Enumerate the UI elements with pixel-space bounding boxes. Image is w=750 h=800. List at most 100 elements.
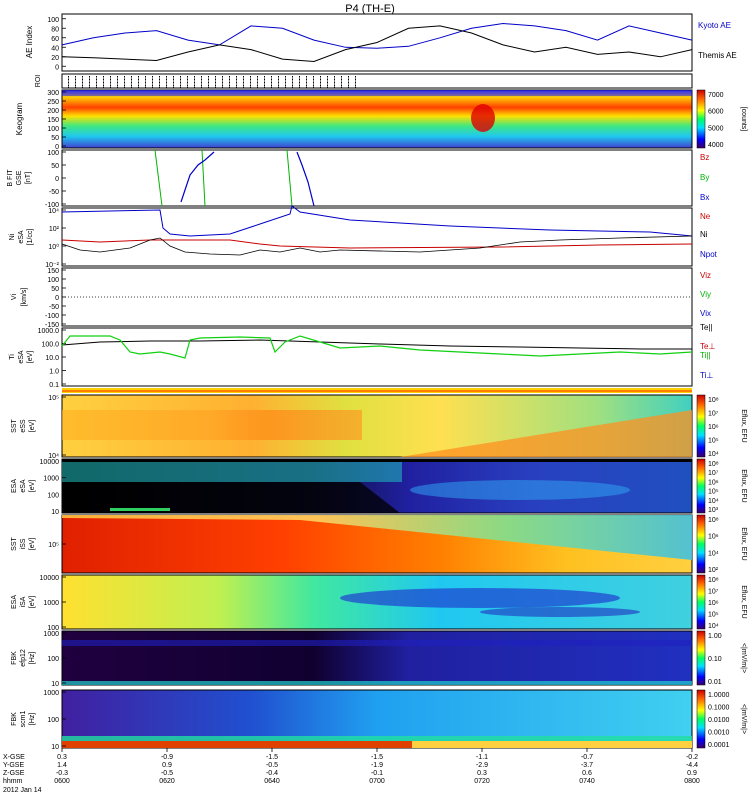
roi-dot	[180, 82, 181, 83]
roi-dot	[264, 86, 265, 88]
roi-dot	[271, 79, 272, 80]
roi-dot	[264, 83, 265, 85]
roi-dot	[131, 86, 132, 88]
x-tick-label: 0600	[54, 778, 70, 785]
roi-dot	[159, 80, 160, 82]
esa-e-colorbar-tick-label: 10⁷	[708, 470, 719, 477]
roi-dot	[236, 83, 237, 85]
roi-dot	[159, 85, 160, 86]
roi-dot	[152, 77, 153, 79]
roi-dot	[355, 80, 356, 82]
roi-dot	[348, 80, 349, 82]
roi-dot	[82, 82, 83, 83]
esa-i-cb-label: Eflux, EFU	[740, 585, 747, 618]
roi-dot	[89, 86, 90, 88]
keogram-tick-label: 150	[47, 117, 59, 124]
roi-dot	[138, 76, 139, 77]
esa-i-ylabel: ESA	[11, 595, 18, 609]
roi-dot	[152, 83, 153, 85]
esa-i-tick-label: 1000	[43, 600, 59, 607]
roi-dot	[75, 76, 76, 77]
vi-ylabel2: [km/s]	[21, 288, 28, 307]
roi-dot	[285, 83, 286, 85]
roi-dot	[180, 79, 181, 80]
roi-dot	[124, 79, 125, 80]
panel-ti: Ti eSA [eV] 1000.0 100.0 10.0 1.0 0.1 Te|| T…	[9, 323, 715, 389]
panel-ae-index: AE Index 100 80 60 40 20 0 Kyoto AE Themis AE	[25, 13, 737, 72]
ni-tick-label: 10²	[49, 226, 60, 233]
roi-dot	[96, 86, 97, 88]
roi-dot	[215, 76, 216, 77]
roi-dot	[166, 77, 167, 79]
roi-dot	[341, 77, 342, 79]
x-tick-label: 1.4	[57, 762, 67, 769]
roi-dot	[187, 76, 188, 77]
roi-dot	[215, 79, 216, 80]
fbk1-ylabel: FBK	[11, 651, 18, 665]
roi-dot	[292, 85, 293, 86]
panel-sst-electron: SST eSS [eV] 10⁵ 10⁴ 10⁸ 10⁷ 10⁶ 10⁵ 10⁴ Eflu…	[11, 394, 747, 460]
roi-dot	[180, 77, 181, 79]
x-tick-label: -0.4	[266, 770, 278, 777]
roi-dot	[103, 83, 104, 85]
ae-themis-line	[61, 25, 693, 63]
roi-dot	[187, 80, 188, 82]
keogram-ylabel: Keogram	[15, 102, 24, 135]
roi-dot	[208, 86, 209, 88]
xaxis-label-date: 2012 Jan 14	[3, 787, 42, 794]
roi-dot	[278, 80, 279, 82]
ae-tick-label: 0	[55, 64, 59, 71]
keogram-tick-label: 0	[55, 144, 59, 151]
roi-dot	[110, 77, 111, 79]
roi-dot	[327, 85, 328, 86]
esa-i-tick-label: 100	[47, 625, 59, 632]
roi-dot	[96, 83, 97, 85]
roi-dot	[327, 82, 328, 83]
roi-dot	[138, 77, 139, 79]
esa-e-tick-label: 100	[47, 492, 59, 499]
roi-dot	[313, 77, 314, 79]
bfit-tick-label: 0	[55, 176, 59, 183]
ae-kyoto-line	[61, 22, 693, 49]
roi-dot	[327, 76, 328, 77]
roi-dot	[257, 76, 258, 77]
legend-themis-ae: Themis AE	[698, 51, 737, 60]
ti-tick-label: 1.0	[49, 369, 59, 376]
roi-dot	[82, 85, 83, 86]
roi-dot	[334, 82, 335, 83]
roi-dot	[229, 80, 230, 82]
roi-dot	[166, 86, 167, 88]
roi-dot	[152, 76, 153, 77]
keogram-tick-label: 300	[47, 90, 59, 97]
roi-dot	[89, 76, 90, 77]
roi-dot	[173, 85, 174, 86]
roi-dot	[299, 79, 300, 80]
roi-dot	[215, 80, 216, 82]
keogram-colorbar-tick-label: 4000	[708, 142, 724, 149]
roi-dot	[180, 80, 181, 82]
bfit-tick-label: 50	[51, 163, 59, 170]
roi-dot	[173, 82, 174, 83]
roi-dot	[159, 83, 160, 85]
roi-dot	[341, 80, 342, 82]
legend-vix: Vix	[700, 309, 711, 318]
panel-esa-ion: ESA iSA [eV] 10000 1000 100 10⁸ 10⁷ 10⁶ 10⁵ 10…	[11, 574, 747, 632]
roi-dot	[285, 82, 286, 83]
bfit-tick-label: -50	[49, 189, 59, 196]
roi-dot	[257, 83, 258, 85]
roi-dot	[264, 85, 265, 86]
roi-dot	[96, 79, 97, 80]
sst-i-ylabel: SST	[11, 536, 18, 550]
esa-e-colorbar-tick-label: 10³	[708, 507, 719, 514]
ae-tick-label: 60	[51, 36, 59, 43]
roi-dot	[306, 85, 307, 86]
roi-dot	[208, 79, 209, 80]
roi-dot	[229, 82, 230, 83]
sst-e-cb-label: Eflux, EFU	[740, 409, 747, 442]
x-tick-label: 0800	[684, 778, 700, 785]
roi-dot	[131, 80, 132, 82]
roi-dot	[250, 82, 251, 83]
roi-dot	[334, 79, 335, 80]
roi-dot	[250, 83, 251, 85]
